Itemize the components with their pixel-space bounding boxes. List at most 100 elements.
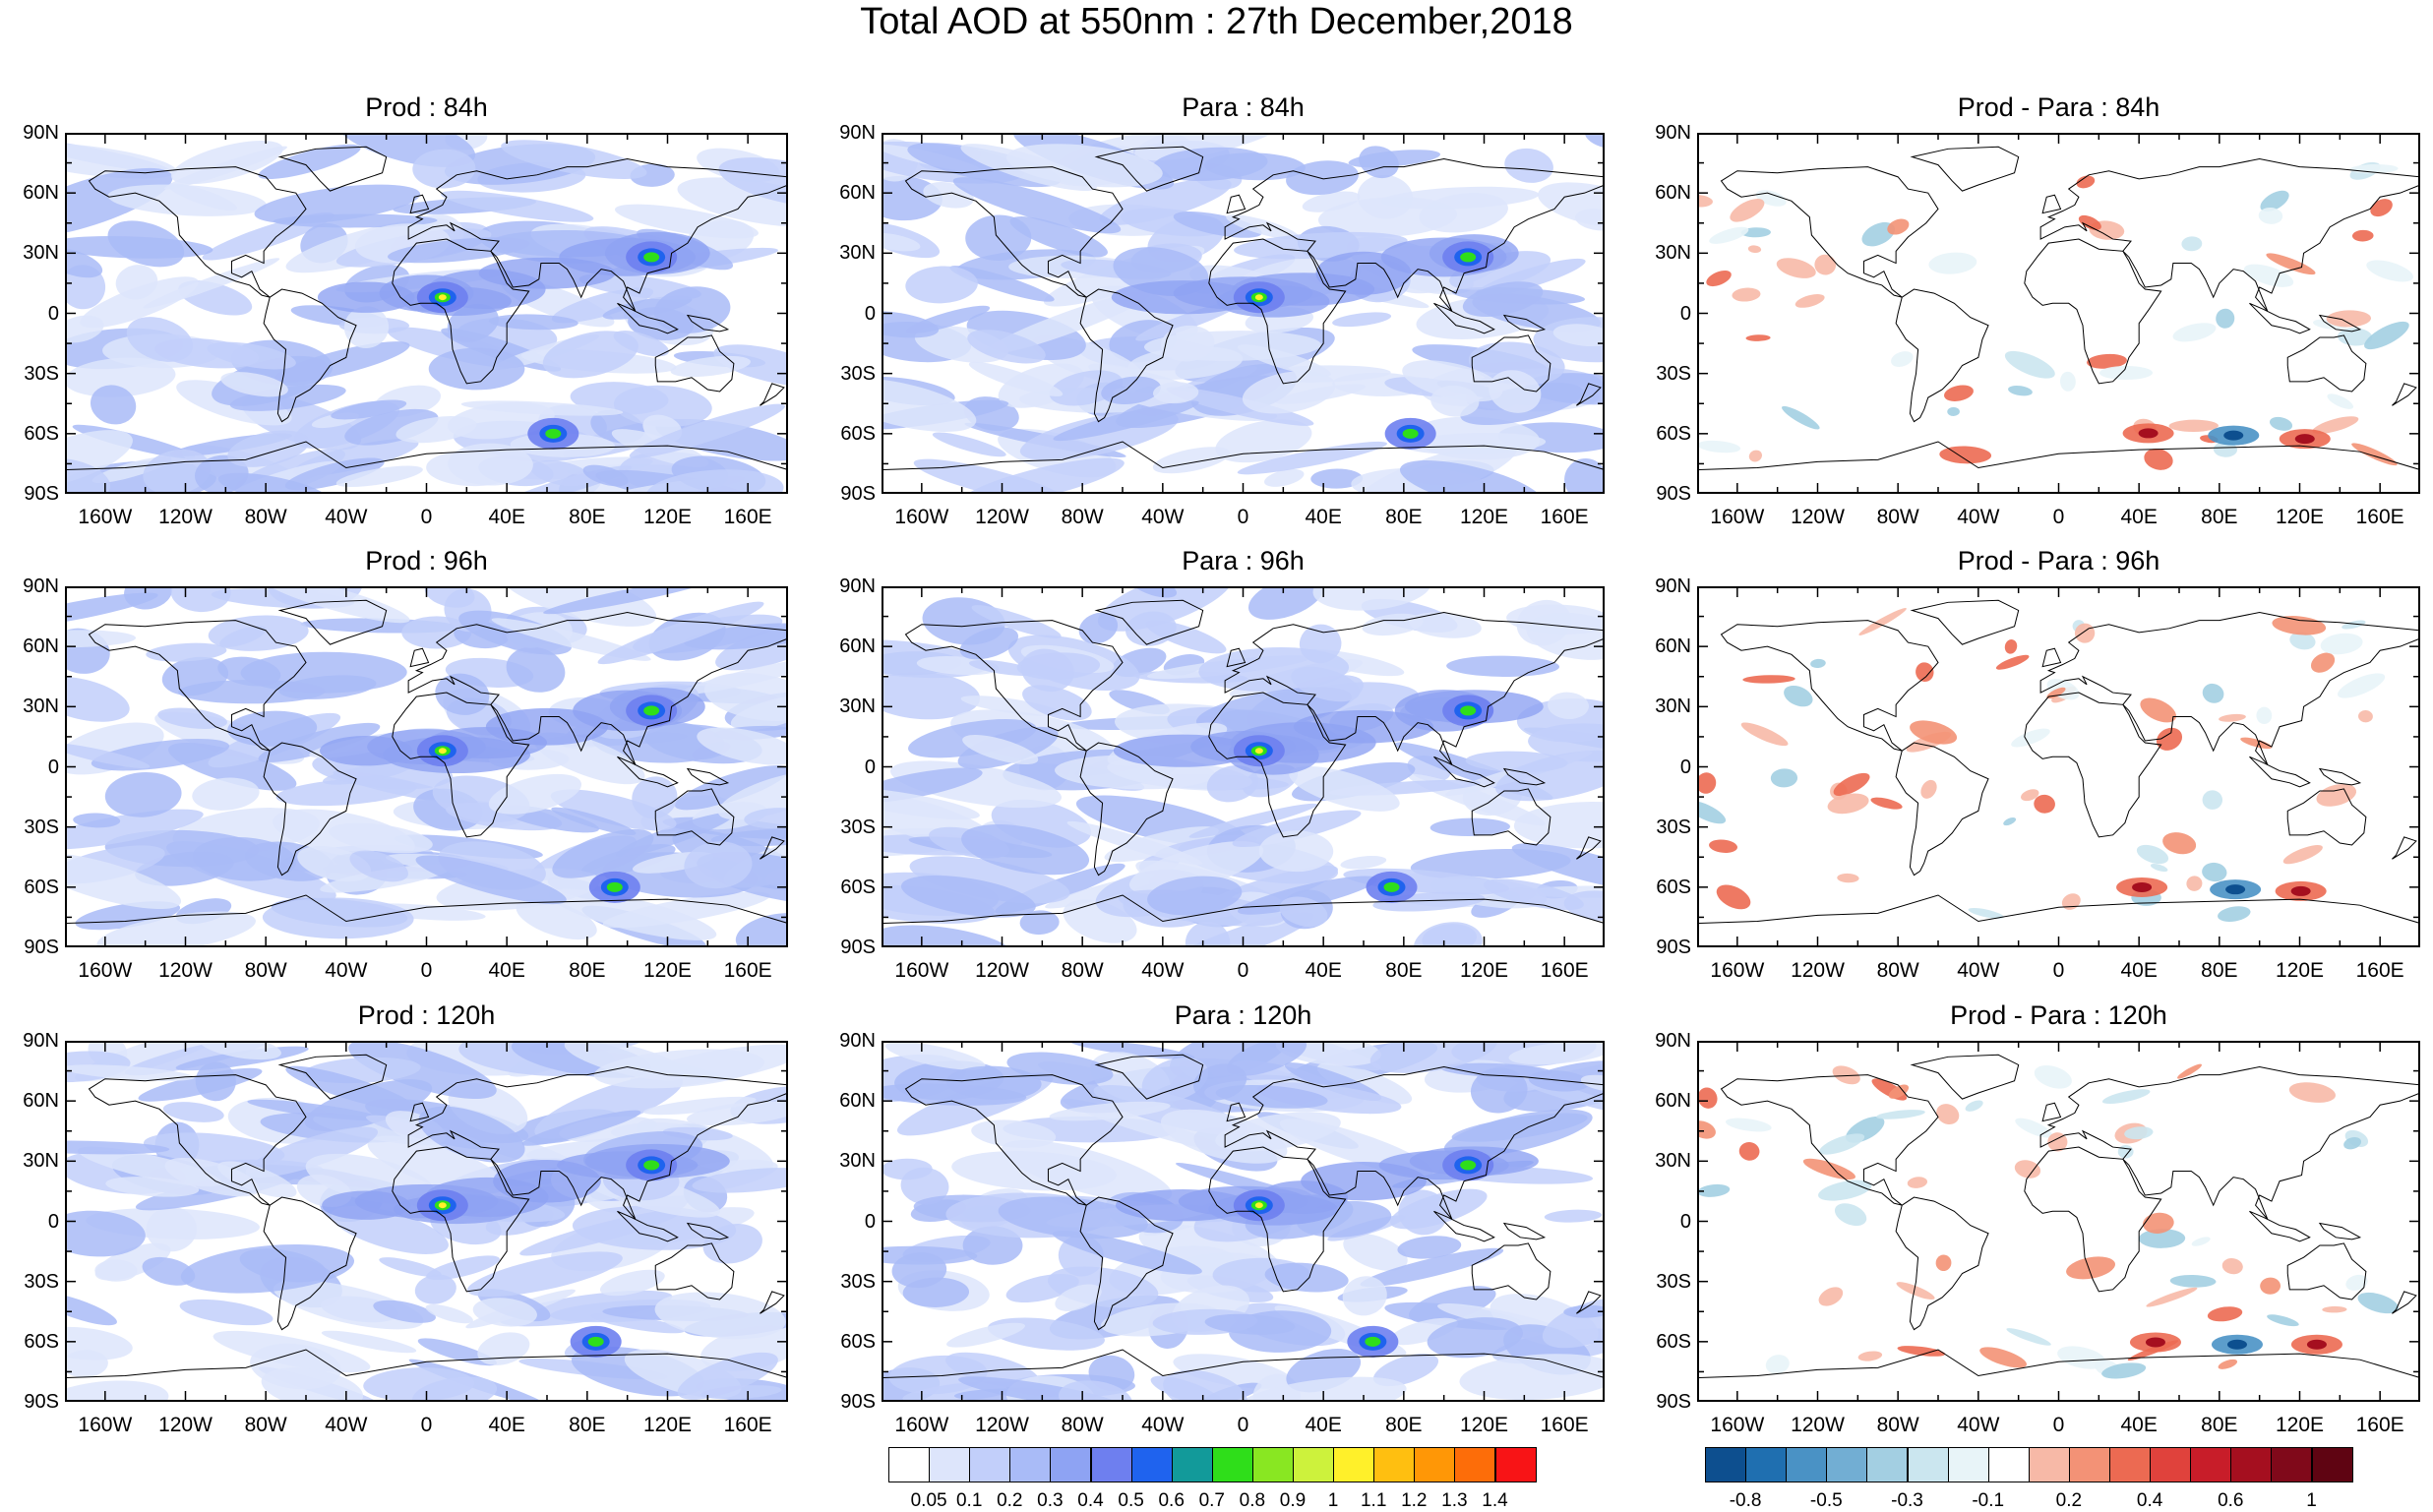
longitude-tick-label: 40E	[1305, 506, 1342, 528]
latitude-tick-label: 90N	[23, 1030, 59, 1052]
longitude-tick-label: 160W	[78, 959, 133, 982]
longitude-tick-label: 120W	[975, 1414, 1029, 1436]
colorbar-swatch	[2068, 1447, 2110, 1482]
colorbar-swatch	[1745, 1447, 1788, 1482]
map-frame	[882, 586, 1605, 947]
axis-ticks	[67, 1043, 786, 1400]
longitude-tick-label: 40E	[488, 1414, 525, 1436]
latitude-tick-label: 30S	[24, 816, 59, 838]
map-canvas	[1699, 1043, 2418, 1400]
colorbar-label: -0.3	[1891, 1490, 1923, 1511]
colorbar-swatch	[1050, 1447, 1092, 1482]
latitude-tick-label: 60N	[23, 182, 59, 205]
axis-ticks	[1699, 588, 2418, 945]
colorbar-swatch	[2190, 1447, 2232, 1482]
figure-title: Total AOD at 550nm : 27th December,2018	[860, 1, 1573, 42]
latitude-tick-label: 90N	[839, 122, 876, 144]
colorbar-swatch	[1373, 1447, 1416, 1482]
colorbar-swatch	[1251, 1447, 1294, 1482]
longitude-tick-label: 40E	[488, 959, 525, 982]
longitude-tick-label: 160W	[78, 506, 133, 528]
longitude-tick-label: 80W	[1876, 506, 1919, 528]
latitude-tick-label: 90S	[24, 483, 59, 505]
colorbar-swatch	[1454, 1447, 1496, 1482]
field-shading	[67, 135, 786, 492]
colorbar-swatch	[1866, 1447, 1909, 1482]
latitude-tick-label: 30S	[840, 816, 876, 838]
longitude-tick-label: 160W	[1710, 506, 1765, 528]
longitude-tick-label: 40W	[1141, 1414, 1185, 1436]
colorbar-swatch	[929, 1447, 971, 1482]
field-shading	[883, 135, 1603, 492]
latitude-tick-label: 0	[1679, 1210, 1691, 1233]
map-canvas	[883, 135, 1603, 492]
colorbar-swatch	[1786, 1447, 1828, 1482]
latitude-tick-label: 30S	[1656, 1270, 1691, 1293]
latitude-tick-label: 90S	[1656, 937, 1691, 958]
latitude-tick-label: 60S	[1656, 422, 1691, 445]
map-canvas	[67, 1043, 786, 1400]
latitude-tick-label: 60S	[840, 1330, 876, 1353]
longitude-tick-label: 160E	[723, 506, 772, 528]
latitude-tick-label: 60N	[839, 182, 876, 205]
map-canvas	[67, 588, 786, 945]
axis-ticks	[1699, 1043, 2418, 1400]
latitude-tick-label: 90N	[1655, 575, 1691, 597]
longitude-tick-label: 80E	[2201, 506, 2238, 528]
colorbar-swatch	[2271, 1447, 2313, 1482]
coastlines	[67, 146, 786, 470]
longitude-tick-label: 120W	[975, 959, 1029, 982]
map-panel: Prod - Para : 84h 90N 60N 30N 0 30S 60S 90S 160W…	[1655, 92, 2420, 528]
latitude-tick-label: 60S	[840, 422, 876, 445]
longitude-tick-label: 160W	[78, 1414, 133, 1436]
longitude-tick-label: 0	[1237, 959, 1249, 982]
map-frame	[65, 1041, 788, 1402]
longitude-tick-label: 40W	[1141, 959, 1185, 982]
longitude-tick-label: 80E	[569, 959, 606, 982]
longitude-tick-label: 160W	[894, 506, 949, 528]
coastlines	[67, 599, 786, 924]
map-canvas	[883, 1043, 1603, 1400]
field-shading	[67, 1043, 786, 1400]
latitude-tick-label: 90N	[23, 575, 59, 597]
colorbar-swatch	[2230, 1447, 2273, 1482]
longitude-tick-label: 40W	[325, 506, 368, 528]
latitude-tick-label: 60N	[839, 635, 876, 658]
panel-title: Para : 84h	[1182, 92, 1305, 122]
panel-title: Prod : 84h	[365, 92, 488, 122]
latitude-tick-label: 90S	[1656, 1391, 1691, 1413]
longitude-tick-label: 80E	[1385, 1414, 1423, 1436]
latitude-tick-label: 90N	[839, 575, 876, 597]
panel-title: Prod - Para : 120h	[1950, 1000, 2167, 1030]
latitude-tick-label: 0	[47, 1210, 59, 1233]
latitude-tick-label: 30S	[24, 1270, 59, 1293]
panel-title: Para : 96h	[1182, 546, 1305, 575]
latitude-tick-label: 0	[47, 302, 59, 325]
longitude-tick-label: 120W	[1791, 506, 1845, 528]
panel-title: Para : 120h	[1174, 1000, 1312, 1030]
longitude-tick-label: 80E	[1385, 506, 1423, 528]
latitude-tick-label: 60N	[1655, 1090, 1691, 1113]
colorbar-label: 1.4	[1482, 1490, 1508, 1511]
longitude-tick-label: 0	[2052, 1414, 2065, 1436]
colorbar-swatch	[1826, 1447, 1868, 1482]
longitude-tick-label: 120W	[158, 506, 213, 528]
field-shading	[1699, 1063, 2399, 1379]
coastlines	[1699, 599, 2418, 924]
longitude-tick-label: 160E	[2355, 959, 2404, 982]
longitude-tick-label: 0	[2052, 506, 2065, 528]
map-frame	[65, 586, 788, 947]
axis-ticks	[1699, 135, 2418, 492]
colorbar-swatch	[1293, 1447, 1335, 1482]
map-frame	[1697, 133, 2420, 494]
longitude-tick-label: 80W	[1061, 1414, 1104, 1436]
longitude-tick-label: 120E	[642, 959, 693, 982]
longitude-tick-label: 80W	[1061, 959, 1104, 982]
longitude-tick-label: 0	[1237, 506, 1249, 528]
latitude-tick-label: 90S	[840, 1391, 876, 1413]
axis-ticks	[67, 588, 786, 945]
longitude-tick-label: 160E	[2355, 506, 2404, 528]
latitude-tick-label: 60S	[24, 422, 59, 445]
latitude-tick-label: 30S	[840, 1270, 876, 1293]
coastlines	[1699, 146, 2418, 470]
